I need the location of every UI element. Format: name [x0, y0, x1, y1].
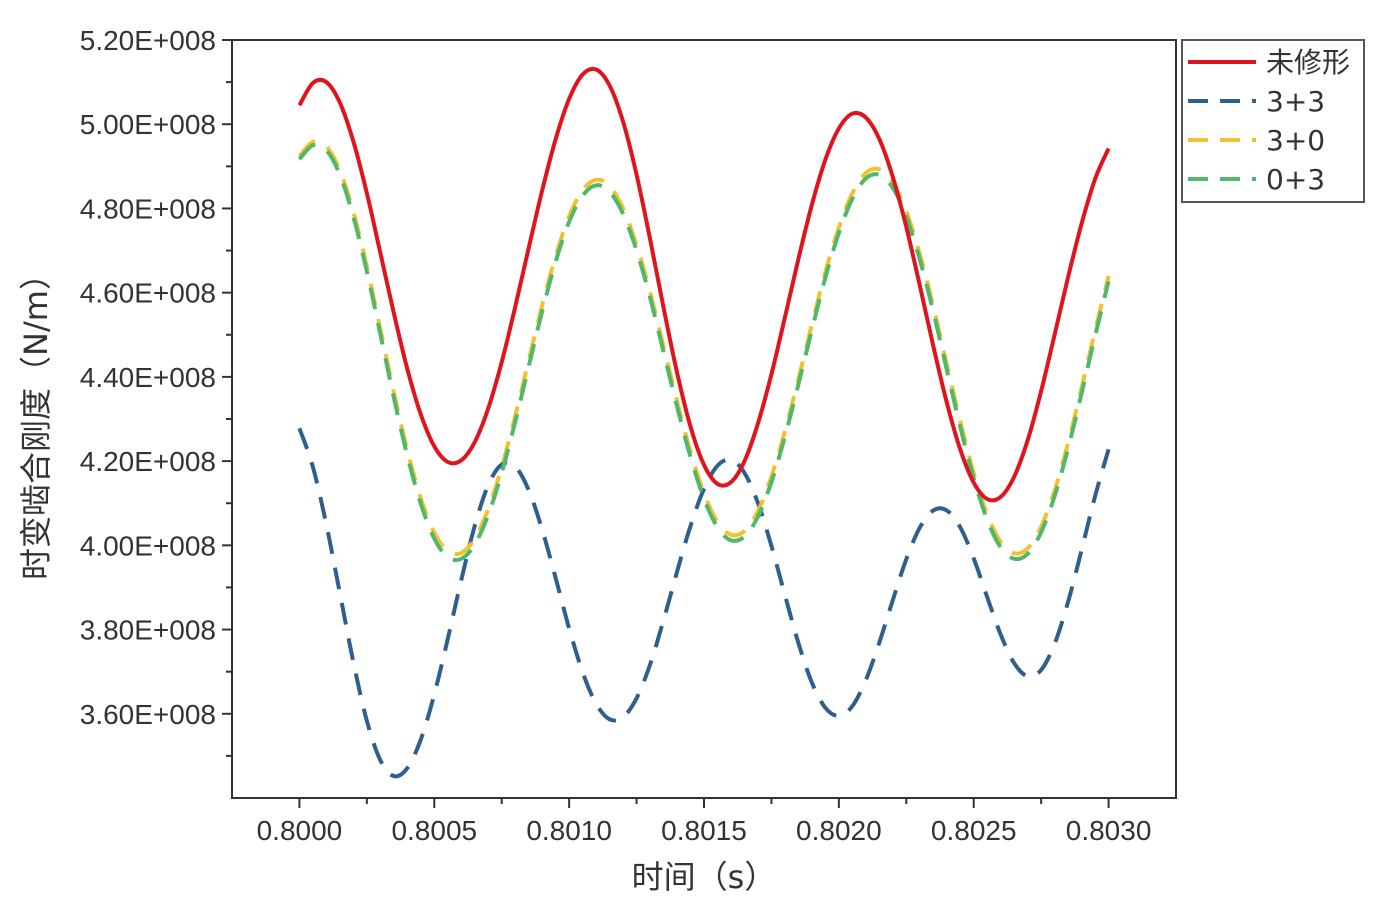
y-tick-label: 5.20E+008: [80, 25, 216, 56]
y-tick-label: 3.80E+008: [80, 615, 216, 646]
legend-label-0: 未修形: [1266, 46, 1350, 79]
series-group: [297, 66, 1111, 779]
x-tick-label: 0.8005: [391, 815, 477, 846]
x-tick-label: 0.8030: [1066, 815, 1152, 846]
series-line-0: [297, 66, 1111, 503]
y-tick-label: 4.20E+008: [80, 446, 216, 477]
y-axis: 3.60E+008 3.80E+008 4.00E+008 4.20E+008 4.40…: [80, 25, 232, 757]
y-axis-title: 时变啮合刚度（N/m）: [17, 258, 55, 580]
legend-label-3: 0+3: [1266, 163, 1325, 196]
x-tick-label: 0.8025: [931, 815, 1017, 846]
legend-label-1: 3+3: [1266, 85, 1325, 118]
y-tick-label: 4.40E+008: [80, 362, 216, 393]
legend: 未修形 3+3 3+0 0+3: [1181, 39, 1365, 203]
x-axis-title: 时间（s）: [632, 858, 777, 896]
x-axis: 0.8000 0.8005 0.8010 0.8015 0.8020 0.8025 0.80…: [257, 798, 1152, 846]
y-tick-label: 4.00E+008: [80, 530, 216, 561]
y-tick-label: 5.00E+008: [80, 109, 216, 140]
series-line-1: [297, 427, 1111, 779]
legend-label-2: 3+0: [1266, 124, 1325, 157]
y-tick-label: 3.60E+008: [80, 699, 216, 730]
y-tick-label: 4.80E+008: [80, 193, 216, 224]
x-tick-label: 0.8015: [661, 815, 747, 846]
x-tick-label: 0.8010: [526, 815, 612, 846]
legend-box: [1181, 39, 1365, 203]
x-tick-label: 0.8000: [257, 815, 343, 846]
y-tick-label: 4.60E+008: [80, 278, 216, 309]
x-tick-label: 0.8020: [796, 815, 882, 846]
